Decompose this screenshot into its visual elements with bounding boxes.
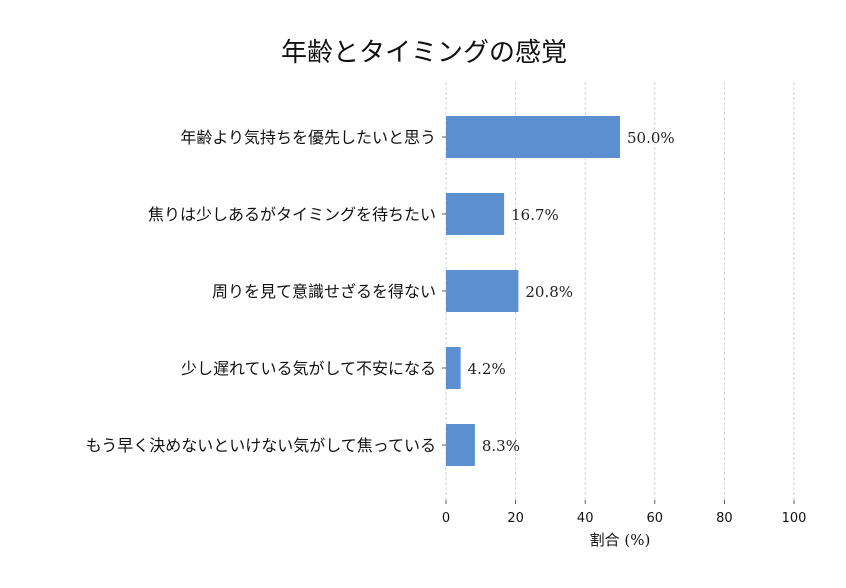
bar	[446, 116, 620, 158]
value-label: 20.8%	[525, 283, 573, 301]
x-tick-label: 20	[507, 511, 524, 526]
category-label: 年齢より気持ちを優先したいと思う	[180, 128, 436, 147]
value-label: 4.2%	[468, 360, 506, 378]
x-tick-label: 40	[577, 511, 594, 526]
category-label: 焦りは少しあるがタイミングを待ちたい	[148, 205, 436, 224]
x-tick-label: 80	[716, 511, 733, 526]
chart-title: 年齢とタイミングの感覚	[281, 38, 567, 68]
x-tick-label: 60	[647, 511, 664, 526]
x-tick-label: 0	[442, 511, 450, 526]
x-axis-label: 割合 (%)	[590, 531, 651, 549]
bar	[446, 193, 505, 235]
x-tick-label: 100	[782, 511, 807, 526]
value-label: 50.0%	[627, 129, 675, 147]
bar	[446, 270, 519, 312]
category-label: 周りを見て意識せざるを得ない	[212, 282, 436, 301]
value-label: 16.7%	[511, 206, 559, 224]
bar	[446, 424, 475, 466]
bar	[446, 347, 461, 389]
category-label: もう早く決めないといけない気がして焦っている	[86, 436, 436, 455]
value-label: 8.3%	[482, 437, 520, 455]
category-label: 少し遅れている気がして不安になる	[181, 359, 436, 378]
